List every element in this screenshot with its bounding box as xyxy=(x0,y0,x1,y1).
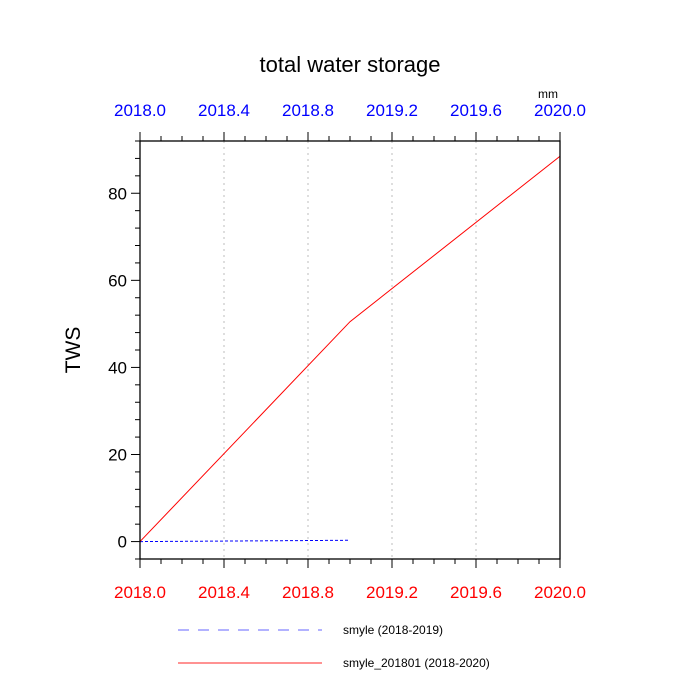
y-axis-label: TWS xyxy=(62,327,85,374)
x-tick-label-top-2: 2018.8 xyxy=(282,101,334,120)
x-tick-label-bottom-5: 2020.0 xyxy=(534,583,586,602)
y-tick-label-0: 0 xyxy=(118,533,127,552)
ticks: 2018.0 2018.0 2018.4 2018.4 2018.8 2018.8 2019… xyxy=(108,101,586,602)
x-tick-label-bottom-3: 2019.2 xyxy=(366,583,418,602)
units-label: mm xyxy=(538,87,558,101)
x-tick-label-top-1: 2018.4 xyxy=(198,101,250,120)
legend-label-0: smyle (2018-2019) xyxy=(343,623,443,637)
legend-label-1: smyle_201801 (2018-2020) xyxy=(343,656,490,670)
series-line-0 xyxy=(139,539,351,543)
series-layer xyxy=(139,155,561,543)
x-tick-label-top-3: 2019.2 xyxy=(366,101,418,120)
x-tick-label-top-4: 2019.6 xyxy=(450,101,502,120)
y-tick-label-2: 40 xyxy=(108,358,127,377)
y-tick-label-4: 80 xyxy=(108,184,127,203)
x-tick-label-bottom-4: 2019.6 xyxy=(450,583,502,602)
x-tick-label-bottom-1: 2018.4 xyxy=(198,583,250,602)
plot-frame xyxy=(139,140,561,560)
x-tick-label-bottom-0: 2018.0 xyxy=(114,583,166,602)
x-tick-label-top-5: 2020.0 xyxy=(534,101,586,120)
legend: smyle (2018-2019) smyle_201801 (2018-2020… xyxy=(178,623,490,670)
chart-title: total water storage xyxy=(260,52,441,77)
series-line-1 xyxy=(139,155,561,542)
grid xyxy=(223,141,477,559)
x-tick-label-bottom-2: 2018.8 xyxy=(282,583,334,602)
x-tick-label-top-0: 2018.0 xyxy=(114,101,166,120)
y-tick-label-1: 20 xyxy=(108,446,127,465)
y-tick-label-3: 60 xyxy=(108,271,127,290)
